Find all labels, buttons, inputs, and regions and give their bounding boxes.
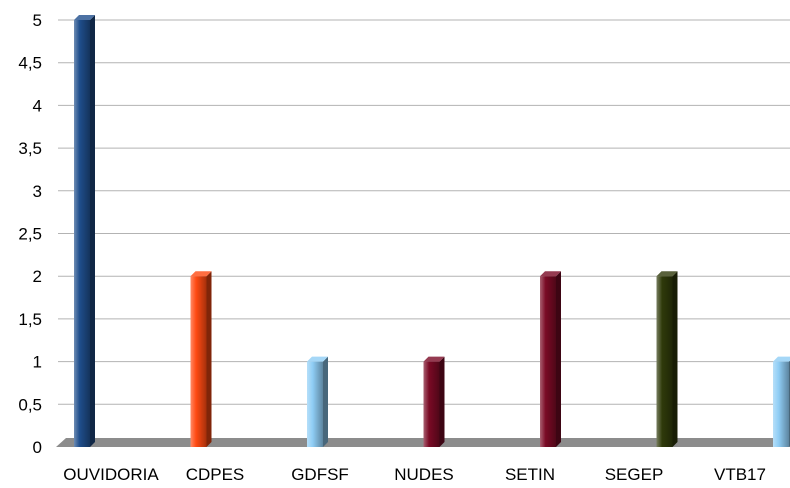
bar bbox=[540, 271, 561, 447]
y-tick-label: 0,5 bbox=[18, 395, 42, 414]
y-axis-ticks: 0 0,5 1 1,5 2 2,5 3 3,5 4 4,5 5 bbox=[18, 11, 42, 457]
y-tick-label: 2 bbox=[33, 267, 42, 286]
x-category-label: NUDES bbox=[394, 465, 454, 484]
y-tick-label: 2,5 bbox=[18, 225, 42, 244]
bar bbox=[190, 271, 212, 447]
bar bbox=[773, 356, 790, 447]
chart-floor-plane bbox=[56, 438, 790, 447]
x-category-label: SEGEP bbox=[605, 465, 664, 484]
y-tick-label: 4 bbox=[33, 96, 42, 115]
x-category-label: VTB17 bbox=[714, 465, 766, 484]
bar bbox=[74, 15, 95, 447]
bar bbox=[307, 356, 328, 447]
grid-lines bbox=[58, 19, 790, 405]
chart-floor bbox=[56, 438, 790, 447]
bar bbox=[656, 271, 678, 447]
x-category-label: OUVIDORIA bbox=[63, 465, 159, 484]
x-category-label: CDPES bbox=[186, 465, 245, 484]
y-tick-label: 0 bbox=[33, 438, 42, 457]
y-tick-label: 1,5 bbox=[18, 310, 42, 329]
x-axis-labels: OUVIDORIA CDPES GDFSF NUDES SETIN SEGEP VTB17 bbox=[63, 465, 766, 484]
y-tick-label: 4,5 bbox=[18, 54, 42, 73]
y-tick-label: 5 bbox=[33, 11, 42, 30]
x-category-label: GDFSF bbox=[291, 465, 349, 484]
y-tick-label: 1 bbox=[33, 353, 42, 372]
bar bbox=[423, 356, 445, 447]
bars bbox=[74, 15, 790, 447]
y-tick-label: 3 bbox=[33, 182, 42, 201]
x-category-label: SETIN bbox=[505, 465, 555, 484]
y-tick-label: 3,5 bbox=[18, 139, 42, 158]
